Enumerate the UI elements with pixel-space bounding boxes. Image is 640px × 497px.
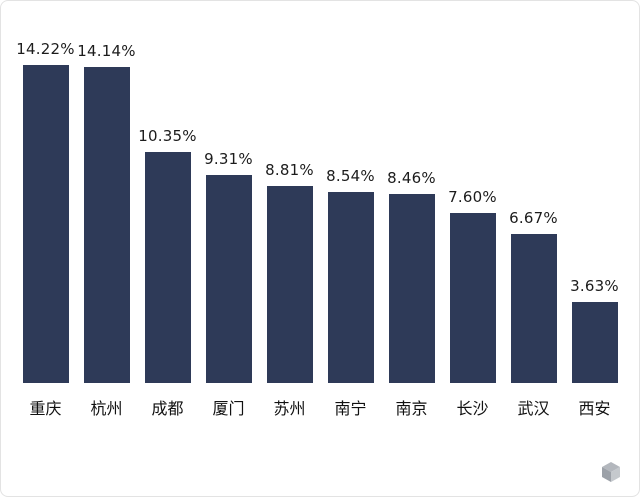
bar-category-label: 南京 <box>395 399 428 418</box>
bar-category-label: 武汉 <box>517 399 550 418</box>
bar <box>266 186 313 383</box>
bar-column: 14.22% 重庆 <box>15 27 76 419</box>
bar-column: 8.81% 苏州 <box>259 27 320 419</box>
bar-value-label: 8.81% <box>265 161 314 179</box>
bar-chart: 14.22% 重庆 14.14% 杭州 10.35% 成都 9.31% 厦门 8.81% 苏州 8.… <box>15 27 625 419</box>
bar-category-label: 重庆 <box>29 399 62 418</box>
bar-value-label: 7.60% <box>448 188 497 206</box>
bar-column: 3.63% 西安 <box>564 27 625 419</box>
bar-value-label: 8.46% <box>387 169 436 187</box>
bar <box>388 194 435 383</box>
bar <box>571 302 618 383</box>
bar <box>510 234 557 383</box>
bar <box>22 65 69 383</box>
bar-column: 10.35% 成都 <box>137 27 198 419</box>
bar-category-label: 南宁 <box>334 399 367 418</box>
bar-column: 14.14% 杭州 <box>76 27 137 419</box>
bar-category-label: 苏州 <box>273 399 306 418</box>
bar-category-label: 西安 <box>578 399 611 418</box>
bar-value-label: 10.35% <box>138 127 197 145</box>
bar-column: 6.67% 武汉 <box>503 27 564 419</box>
bar <box>327 192 374 383</box>
bar-column: 7.60% 长沙 <box>442 27 503 419</box>
bar-category-label: 杭州 <box>90 399 123 418</box>
bar <box>144 152 191 383</box>
bar <box>205 175 252 383</box>
bar-value-label: 3.63% <box>570 277 619 295</box>
bar-column: 9.31% 厦门 <box>198 27 259 419</box>
bar-category-label: 长沙 <box>456 399 489 418</box>
bar-category-label: 成都 <box>151 399 184 418</box>
cube-logo-icon <box>599 460 623 484</box>
bar <box>83 67 130 383</box>
bar-value-label: 8.54% <box>326 167 375 185</box>
bar <box>449 213 496 383</box>
bar-value-label: 14.22% <box>16 40 75 58</box>
bar-value-label: 6.67% <box>509 209 558 227</box>
bar-value-label: 14.14% <box>77 42 136 60</box>
bar-category-label: 厦门 <box>212 399 245 418</box>
bar-column: 8.46% 南京 <box>381 27 442 419</box>
bar-value-label: 9.31% <box>204 150 253 168</box>
bar-column: 8.54% 南宁 <box>320 27 381 419</box>
